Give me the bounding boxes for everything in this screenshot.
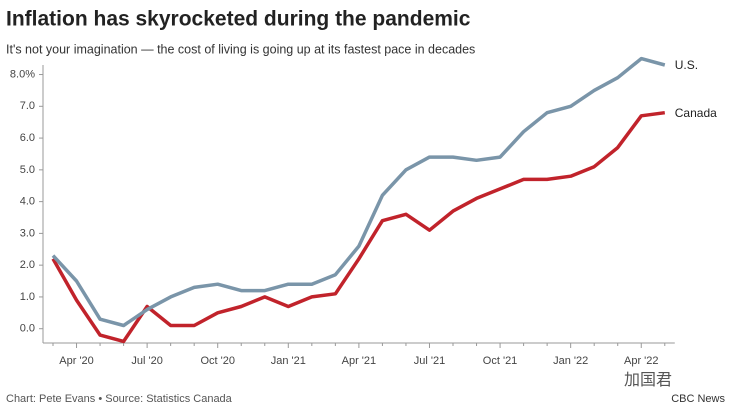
x-tick-label: Jul '21 bbox=[414, 355, 445, 367]
x-tick-label: Oct '21 bbox=[483, 355, 518, 367]
y-tick-label: 4.0 bbox=[20, 196, 35, 208]
x-tick-label: Oct '20 bbox=[200, 355, 235, 367]
x-tick-label: Jul '20 bbox=[131, 355, 162, 367]
series-label: Canada bbox=[675, 106, 717, 120]
x-tick-label: Jan '22 bbox=[553, 355, 588, 367]
x-tick-label: Apr '22 bbox=[624, 355, 659, 367]
x-tick-label: Jan '21 bbox=[271, 355, 306, 367]
line-series bbox=[51, 110, 666, 344]
x-tick-label: Apr '20 bbox=[59, 355, 94, 367]
y-tick-label: 1.0 bbox=[20, 291, 35, 303]
line-series bbox=[51, 56, 666, 328]
source: Chart: Pete Evans • Source: Statistics C… bbox=[6, 393, 233, 405]
watermark: 加国君 bbox=[624, 371, 672, 389]
y-tick-label: 5.0 bbox=[20, 164, 35, 176]
y-tick-label: 2.0 bbox=[20, 259, 35, 271]
y-tick-label: 6.0 bbox=[20, 132, 35, 144]
x-tick-label: Apr '21 bbox=[342, 355, 377, 367]
y-tick-label: 7.0 bbox=[20, 100, 35, 112]
chart-subtitle: It's not your imagination — the cost of … bbox=[6, 42, 475, 56]
y-tick-label: 3.0 bbox=[20, 227, 35, 239]
y-tick-label: 8.0% bbox=[10, 68, 35, 80]
series-label: U.S. bbox=[675, 58, 698, 72]
chart-title: Inflation has skyrocketed during the pan… bbox=[6, 8, 471, 31]
credit: CBC News bbox=[671, 393, 725, 405]
y-tick-label: 0.0 bbox=[20, 323, 35, 335]
